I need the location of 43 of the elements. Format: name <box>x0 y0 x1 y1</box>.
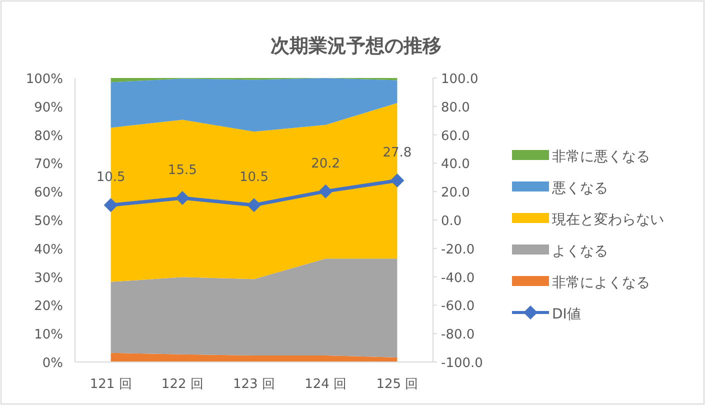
data-label: 27.8 <box>382 146 412 161</box>
legend-label: 非常に悪くなる <box>552 149 650 165</box>
y-tick-label: 50% <box>34 214 63 229</box>
legend-label: 現在と変わらない <box>552 212 664 228</box>
point <box>175 190 190 205</box>
y2-tick-label: -20.0 <box>441 242 475 258</box>
y-tick-label: 60% <box>34 186 63 201</box>
point <box>390 174 404 188</box>
chart-title: 次期業況予想の推移 <box>270 35 442 57</box>
y2-tick-label: -40.0 <box>441 270 475 286</box>
y2-tick-label: -80.0 <box>441 328 475 343</box>
x-tick-label: 123 回 <box>233 377 275 392</box>
data-label: 15.5 <box>168 162 197 178</box>
y-tick-label: 30% <box>34 270 63 286</box>
y-tick-label: 100% <box>26 72 63 87</box>
y2-tick-label: 80.0 <box>441 100 470 116</box>
data-label: 10.5 <box>240 170 268 186</box>
y-tick-label: 70% <box>34 157 63 172</box>
x-tick-label: 125 回 <box>376 377 418 392</box>
y-tick-label: 0% <box>42 356 63 371</box>
y2-tick-label: 60.0 <box>441 128 470 144</box>
y2-tick-label: 40.0 <box>441 157 470 172</box>
point <box>247 198 261 212</box>
point <box>318 184 333 198</box>
y2-tick-label: -60.0 <box>441 299 475 314</box>
legend-label: DI値 <box>552 306 581 322</box>
x-tick-label: 124 回 <box>304 377 347 392</box>
y-tick-label: 90% <box>34 100 63 116</box>
data-label: 20.2 <box>311 156 340 172</box>
legend-label: 非常によくなる <box>552 275 650 291</box>
y-tick-label: 20% <box>34 299 63 314</box>
y-tick-label: 10% <box>34 328 63 343</box>
y2-tick-label: -100.0 <box>441 356 483 371</box>
y2-tick-label: 0.0 <box>441 214 462 229</box>
y-tick-label: 80% <box>34 128 63 144</box>
x-tick-label: 122 回 <box>161 377 204 392</box>
x-tick-label: 121 回 <box>90 377 132 392</box>
point <box>104 198 118 212</box>
y-tick-label: 40% <box>34 242 63 258</box>
y2-tick-label: 100.0 <box>441 72 478 87</box>
y2-tick-label: 20.0 <box>441 186 470 201</box>
legend-label: 悪くなる <box>551 180 608 196</box>
legend-label: よくなる <box>552 244 608 260</box>
